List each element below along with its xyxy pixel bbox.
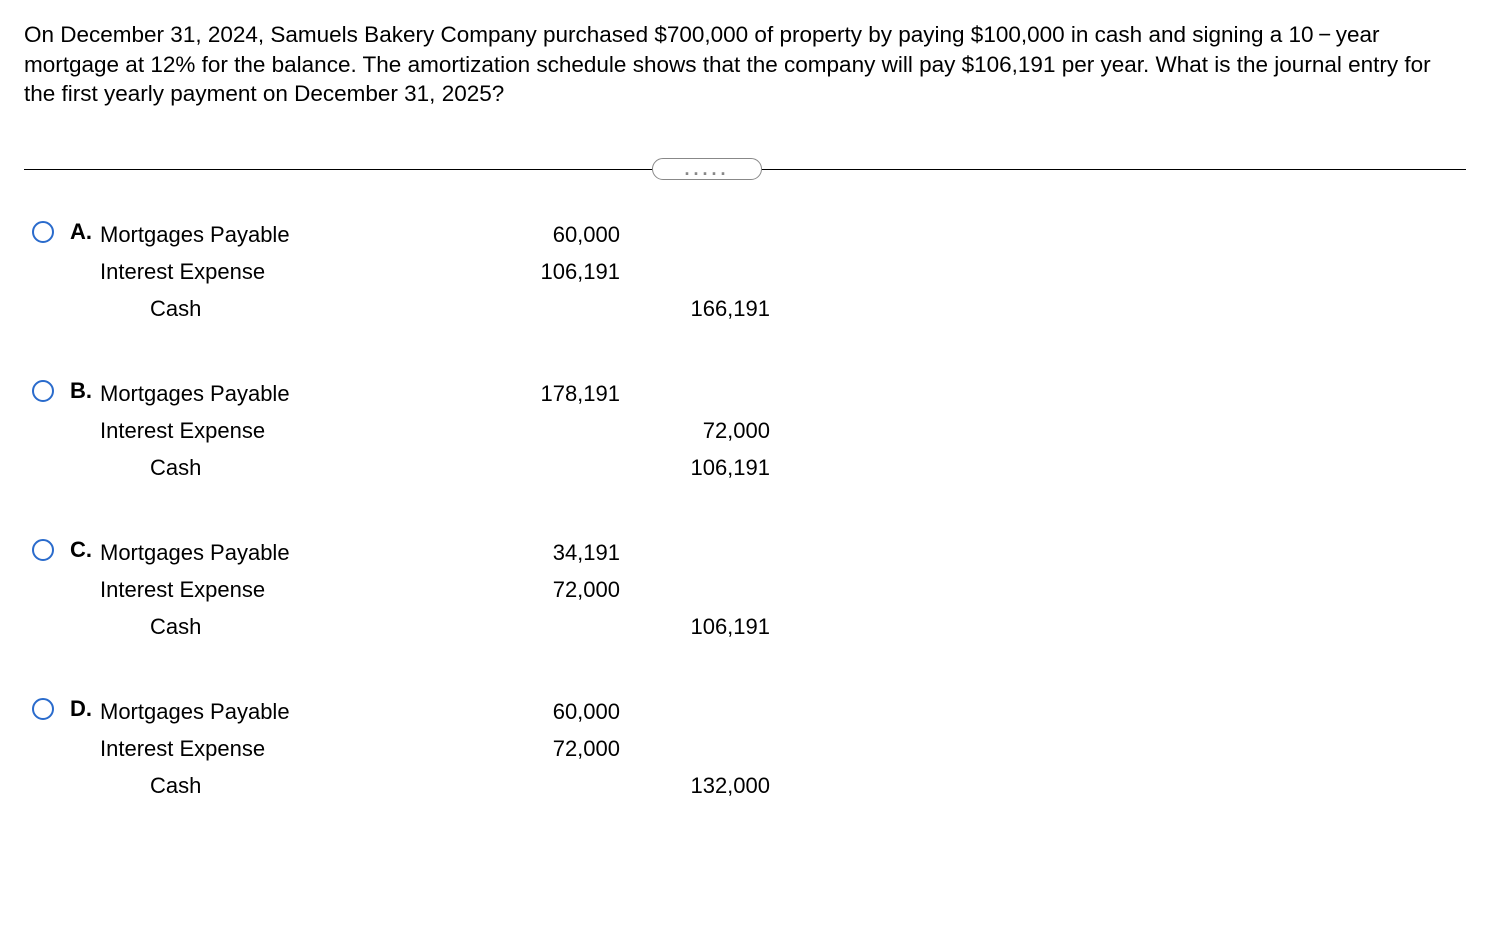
option-radio[interactable]: [32, 539, 54, 561]
journal-entry: Mortgages Payable60,000Interest Expense1…: [100, 217, 770, 328]
entry-row: Mortgages Payable60,000: [100, 217, 770, 254]
account-name: Interest Expense: [100, 413, 490, 450]
option-letter: D.: [70, 696, 100, 722]
account-name: Cash: [100, 450, 490, 487]
debit-amount: [490, 413, 620, 450]
entry-row: Interest Expense72,000: [100, 572, 770, 609]
account-name: Mortgages Payable: [100, 217, 490, 254]
credit-amount: [620, 376, 770, 413]
option: C.Mortgages Payable34,191Interest Expens…: [32, 535, 1466, 646]
journal-entry: Mortgages Payable60,000Interest Expense7…: [100, 694, 770, 805]
credit-amount: [620, 731, 770, 768]
entry-row: Mortgages Payable34,191: [100, 535, 770, 572]
options-list: A.Mortgages Payable60,000Interest Expens…: [24, 217, 1466, 804]
account-name: Mortgages Payable: [100, 694, 490, 731]
credit-amount: 106,191: [620, 609, 770, 646]
account-name: Mortgages Payable: [100, 535, 490, 572]
account-name: Mortgages Payable: [100, 376, 490, 413]
account-name: Cash: [100, 768, 490, 805]
debit-amount: 106,191: [490, 254, 620, 291]
debit-amount: [490, 609, 620, 646]
debit-amount: 178,191: [490, 376, 620, 413]
entry-row: Cash 106,191: [100, 609, 770, 646]
debit-amount: 34,191: [490, 535, 620, 572]
entry-row: Mortgages Payable178,191: [100, 376, 770, 413]
option-radio[interactable]: [32, 380, 54, 402]
debit-amount: [490, 768, 620, 805]
account-name: Cash: [100, 609, 490, 646]
account-name: Interest Expense: [100, 731, 490, 768]
debit-amount: 72,000: [490, 572, 620, 609]
account-name: Interest Expense: [100, 572, 490, 609]
option: B.Mortgages Payable178,191Interest Expen…: [32, 376, 1466, 487]
entry-row: Cash 132,000: [100, 768, 770, 805]
credit-amount: 72,000: [620, 413, 770, 450]
option-letter: B.: [70, 378, 100, 404]
credit-amount: 106,191: [620, 450, 770, 487]
account-name: Cash: [100, 291, 490, 328]
credit-amount: [620, 217, 770, 254]
debit-amount: [490, 291, 620, 328]
option-letter: A.: [70, 219, 100, 245]
entry-row: Interest Expense 72,000: [100, 413, 770, 450]
account-name: Interest Expense: [100, 254, 490, 291]
credit-amount: [620, 535, 770, 572]
debit-amount: 60,000: [490, 694, 620, 731]
credit-amount: [620, 572, 770, 609]
option: A.Mortgages Payable60,000Interest Expens…: [32, 217, 1466, 328]
entry-row: Cash 166,191: [100, 291, 770, 328]
option: D.Mortgages Payable60,000Interest Expens…: [32, 694, 1466, 805]
entry-row: Interest Expense106,191: [100, 254, 770, 291]
journal-entry: Mortgages Payable34,191Interest Expense7…: [100, 535, 770, 646]
debit-amount: 72,000: [490, 731, 620, 768]
credit-amount: [620, 694, 770, 731]
credit-amount: 166,191: [620, 291, 770, 328]
option-radio[interactable]: [32, 221, 54, 243]
entry-row: Cash 106,191: [100, 450, 770, 487]
debit-amount: 60,000: [490, 217, 620, 254]
option-letter: C.: [70, 537, 100, 563]
journal-entry: Mortgages Payable178,191Interest Expense…: [100, 376, 770, 487]
question-text: On December 31, 2024, Samuels Bakery Com…: [24, 20, 1466, 109]
credit-amount: [620, 254, 770, 291]
credit-amount: 132,000: [620, 768, 770, 805]
entry-row: Interest Expense72,000: [100, 731, 770, 768]
entry-row: Mortgages Payable60,000: [100, 694, 770, 731]
debit-amount: [490, 450, 620, 487]
divider: .....: [24, 157, 1466, 181]
divider-expand-button[interactable]: .....: [652, 158, 762, 180]
option-radio[interactable]: [32, 698, 54, 720]
